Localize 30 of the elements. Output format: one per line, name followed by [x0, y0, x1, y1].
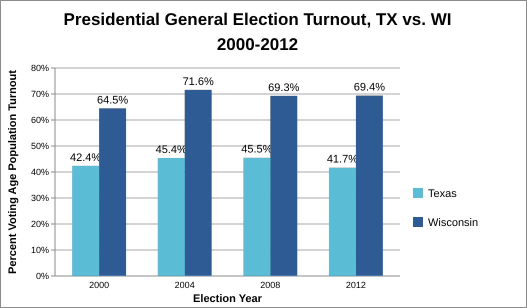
data-label: 64.5% [96, 94, 128, 106]
bar [270, 96, 298, 276]
bar [243, 158, 270, 276]
bar [328, 168, 356, 276]
x-tick-label: 2008 [260, 280, 280, 290]
y-tick-label: 20% [30, 219, 49, 229]
data-label: 71.6% [182, 76, 214, 88]
bar [99, 108, 126, 276]
bar [184, 90, 212, 276]
data-label: 69.4% [354, 82, 386, 94]
y-tick-label: 70% [30, 89, 49, 99]
bar [158, 158, 185, 276]
bar [72, 166, 100, 276]
y-tick-label: 50% [30, 141, 49, 151]
data-label: 69.3% [268, 82, 300, 94]
bar [356, 96, 383, 276]
legend-label: Texas [428, 188, 458, 200]
x-axis-title: Election Year [193, 293, 263, 305]
y-tick-label: 60% [30, 115, 49, 125]
x-tick-label: 2012 [346, 280, 366, 290]
legend-label: Wisconsin [428, 217, 478, 229]
y-tick-label: 30% [30, 193, 49, 203]
y-axis-title: Percent Voting Age Population Turnout [7, 70, 19, 274]
y-tick-label: 40% [30, 167, 49, 177]
x-tick-label: 2004 [174, 280, 195, 290]
y-tick-label: 0% [36, 271, 49, 281]
y-tick-label: 80% [30, 63, 49, 73]
chart-title: Presidential General Election Turnout, TX vs. WI 2000-2012 [64, 10, 452, 54]
y-tick-label: 10% [30, 245, 49, 255]
x-tick-label: 2000 [89, 280, 110, 290]
